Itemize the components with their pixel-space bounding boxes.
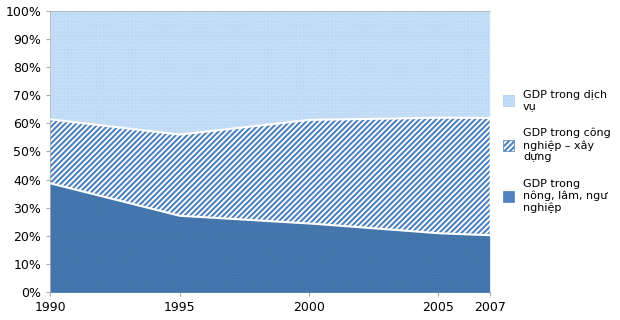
Legend: GDP trong dịch
vụ, GDP trong công
nghiệp – xây
dựng, GDP trong
nông, lâm, ngư
ng: GDP trong dịch vụ, GDP trong công nghiệp… bbox=[500, 86, 614, 217]
